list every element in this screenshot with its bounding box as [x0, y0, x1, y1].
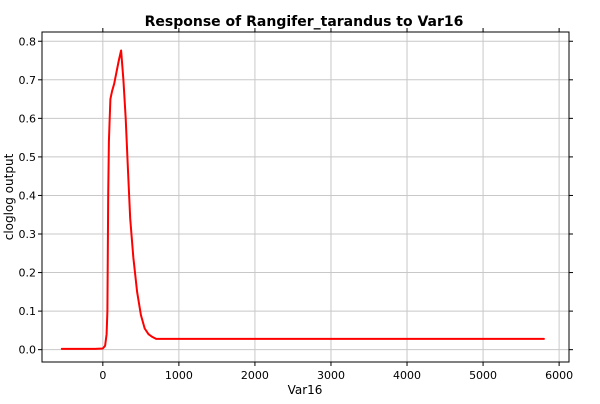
tick-layer: 0 1000 2000 3000 4000 5000 6000 0.0 0.1 0.2 0.3 0.4… [19, 28, 573, 382]
y-tick-label: 0.0 [19, 344, 37, 357]
y-tick-label: 0.3 [19, 228, 37, 241]
y-tick-label: 0.4 [19, 189, 37, 202]
x-tick-label: 1000 [165, 369, 193, 382]
y-tick-label: 0.6 [19, 112, 37, 125]
x-tick-label: 5000 [469, 369, 497, 382]
series-layer [60, 49, 545, 350]
plot-frame [41, 31, 570, 363]
chart-title: Response of Rangifer_tarandus to Var16 [145, 14, 464, 30]
y-axis-label: cloglog output [2, 153, 16, 240]
x-tick-label: 6000 [545, 369, 573, 382]
x-tick-label: 3000 [317, 369, 345, 382]
x-axis-label: Var16 [288, 383, 323, 397]
grid-layer [42, 32, 569, 362]
y-tick-label: 0.2 [19, 267, 37, 280]
y-tick-label: 0.7 [19, 74, 37, 87]
series-line [60, 49, 545, 350]
x-tick-label: 2000 [241, 369, 269, 382]
y-tick-label: 0.5 [19, 151, 37, 164]
y-tick-label: 0.1 [19, 305, 37, 318]
y-tick-label: 0.8 [19, 35, 37, 48]
x-tick-label: 0 [99, 369, 106, 382]
x-tick-label: 4000 [393, 369, 421, 382]
